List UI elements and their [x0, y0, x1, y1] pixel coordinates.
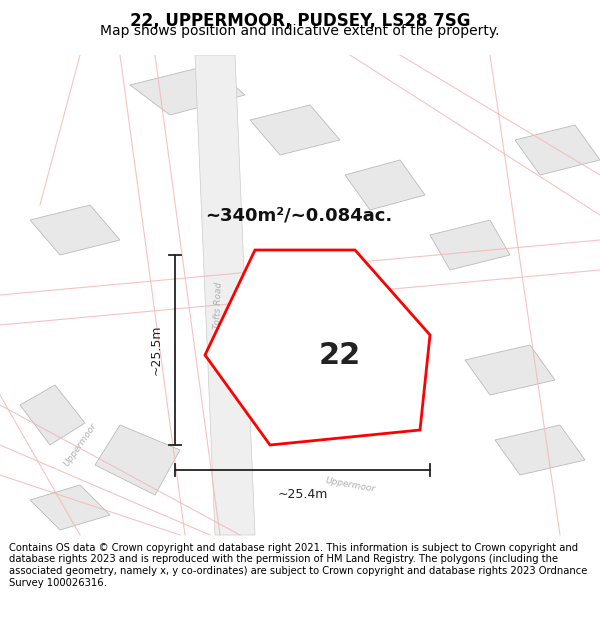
Text: ~25.4m: ~25.4m: [277, 488, 328, 501]
Polygon shape: [205, 250, 430, 445]
Text: 22: 22: [319, 341, 361, 369]
Text: Map shows position and indicative extent of the property.: Map shows position and indicative extent…: [100, 24, 500, 39]
Polygon shape: [345, 160, 425, 210]
Polygon shape: [195, 55, 255, 535]
Text: ~340m²/~0.084ac.: ~340m²/~0.084ac.: [205, 206, 392, 224]
Polygon shape: [130, 65, 245, 115]
Polygon shape: [495, 425, 585, 475]
Text: Uppermoor: Uppermoor: [324, 476, 376, 494]
Polygon shape: [430, 220, 510, 270]
Polygon shape: [30, 485, 110, 530]
Polygon shape: [250, 105, 340, 155]
Polygon shape: [20, 385, 85, 445]
Text: Tofts Road: Tofts Road: [212, 281, 223, 329]
Text: ~25.5m: ~25.5m: [150, 325, 163, 375]
Polygon shape: [30, 205, 120, 255]
Polygon shape: [465, 345, 555, 395]
Text: 22, UPPERMOOR, PUDSEY, LS28 7SG: 22, UPPERMOOR, PUDSEY, LS28 7SG: [130, 12, 470, 30]
Polygon shape: [95, 425, 180, 495]
Text: Contains OS data © Crown copyright and database right 2021. This information is : Contains OS data © Crown copyright and d…: [9, 542, 587, 588]
Polygon shape: [515, 125, 600, 175]
Text: Uppermoor: Uppermoor: [62, 422, 98, 468]
